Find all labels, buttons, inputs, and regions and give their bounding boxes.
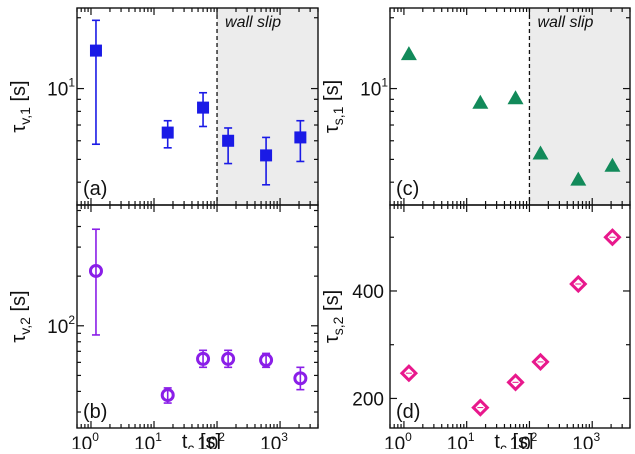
x-tick-label-exp: 2 [531,430,538,444]
data-point-triangle [507,90,524,105]
wall-slip-region [529,8,630,205]
x-axis-title-main: t [182,431,188,449]
x-tick-label-base: 10 [71,434,92,449]
y-axis-title-subscript: s,2 [330,316,346,335]
data-point-triangle [472,94,489,109]
wall-slip-region [217,8,318,205]
data-point-square [294,131,307,144]
data-point-square [260,149,273,162]
y-axis-title-unit: [s] [321,290,343,317]
data-point-square [197,101,210,114]
x-axis-title-main: t [494,431,500,449]
x-tick-label-exp: 3 [281,430,288,444]
y-tick-label-base: 10 [360,80,381,101]
y-axis-title-subscript: v,2 [17,317,33,335]
data-point-diamond [569,274,588,294]
data-point-circle [259,353,274,368]
data-point-circle [88,263,103,278]
x-tick-label: 101 [447,430,475,449]
x-axis-title-subscript: c [500,440,507,449]
panel-c: wall slip 101 τs,1 [s] (c) [321,7,631,206]
series-points [89,19,307,186]
y-tick-label: 102 [47,313,75,338]
y-tick-label-base: 10 [47,317,68,338]
panel-label: (a) [83,178,107,200]
y-axis-title-main: τ [321,125,343,133]
data-point-diamond [531,352,550,372]
y-axis-title-main: τ [8,335,30,343]
y-tick-label-exp: 2 [68,313,75,327]
data-point-diamond [506,373,525,392]
data-point-square [222,134,235,147]
y-axis-title: τs,2 [s] [321,290,346,343]
y-tick-label: 200 [352,389,384,410]
x-tick-label-exp: 0 [92,430,99,444]
wall-slip-label: wall slip [537,14,593,31]
x-tick-label-exp: 0 [405,430,412,444]
x-tick-label-base: 10 [447,434,468,449]
x-tick-label-base: 10 [572,434,593,449]
data-point-diamond [399,364,419,383]
panel-label: (b) [83,401,107,423]
data-point-circle [221,351,236,366]
x-axis-title: tc [s] [182,431,221,449]
x-axis-title-subscript: c [187,440,194,449]
data-point-diamond [471,398,490,417]
y-tick-label: 101 [47,76,75,101]
panel-label: (c) [396,178,419,200]
y-axis-title: τs,1 [s] [321,80,346,133]
wall-slip-label: wall slip [225,14,281,31]
data-point-circle [160,388,175,403]
data-point-square [89,44,102,57]
data-point-triangle [570,171,587,186]
data-point-circle [196,351,211,366]
y-axis-title-main: τ [321,335,343,343]
panel-label: (d) [396,401,420,423]
y-tick-label-base: 10 [47,80,68,101]
data-point-diamond [603,228,622,247]
x-tick-label-base: 10 [260,434,281,449]
data-point-square [161,126,174,139]
y-axis-title-subscript: s,1 [330,106,346,125]
series-points [400,46,621,186]
y-axis-title: τv,1 [s] [8,80,33,132]
y-tick-label: 400 [352,282,384,303]
x-tick-label-exp: 2 [218,430,225,444]
x-tick-label: 103 [260,430,288,449]
x-axis-title-unit: [s] [194,431,221,449]
x-tick-label: 100 [71,430,99,449]
data-point-triangle [400,46,417,61]
y-axis-title-unit: [s] [8,80,30,107]
y-tick-label: 101 [360,76,388,101]
y-axis-title-unit: [s] [321,80,343,107]
x-axis-title-unit: [s] [507,431,534,449]
y-axis-title: τv,2 [s] [8,290,33,342]
x-tick-label-base: 10 [384,434,405,449]
x-tick-label-base: 10 [134,434,155,449]
y-axis-title-main: τ [8,125,30,133]
panel-frame [76,204,319,429]
series-points [399,228,622,417]
data-point-triangle [604,157,621,172]
x-tick-label: 101 [134,430,162,449]
x-tick-label: 100 [384,430,412,449]
panel-a: wall slip 101 τv,1 [s] (a) [8,7,319,206]
y-tick-label-exp: 1 [68,76,75,90]
x-tick-label-exp: 3 [593,430,600,444]
x-tick-label-exp: 1 [468,430,475,444]
data-point-circle [293,371,308,386]
y-tick-label-exp: 1 [381,76,388,90]
data-point-triangle [532,145,549,160]
panel-frame [389,204,631,429]
series-points [88,228,308,404]
x-tick-label: 103 [572,430,600,449]
y-axis-title-unit: [s] [8,290,30,317]
y-axis-title-subscript: v,1 [17,107,33,125]
x-tick-label-exp: 1 [155,430,162,444]
x-axis-title: tc [s] [494,431,533,449]
